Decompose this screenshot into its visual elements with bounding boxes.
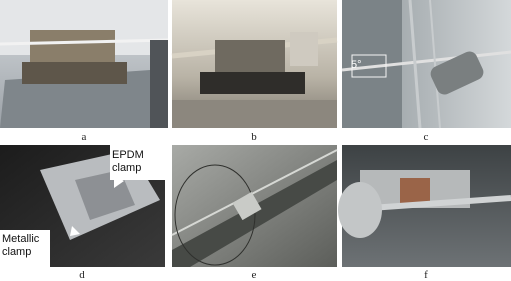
arrow: [114, 175, 124, 188]
panel-label: a: [82, 131, 87, 143]
panel-label: f: [424, 269, 428, 281]
epdm-clamp-label: clamp: [112, 162, 141, 174]
panel-label: d: [79, 269, 85, 281]
photo-b: [171, 0, 338, 128]
metallic-clamp-label: Metallic: [2, 233, 40, 245]
photo-c: [341, 0, 511, 129]
angle-annotation: 5°: [351, 59, 362, 71]
photo-a: [0, 0, 169, 128]
panel-label: b: [251, 131, 257, 143]
photo-f: [338, 145, 511, 267]
panel-label: c: [424, 131, 429, 143]
photo-d: [0, 145, 165, 267]
arrow: [70, 226, 80, 236]
metallic-clamp-label: clamp: [2, 246, 31, 258]
photo-e: [171, 145, 338, 267]
panel-label: e: [252, 269, 257, 281]
epdm-clamp-label: EPDM: [112, 149, 144, 161]
